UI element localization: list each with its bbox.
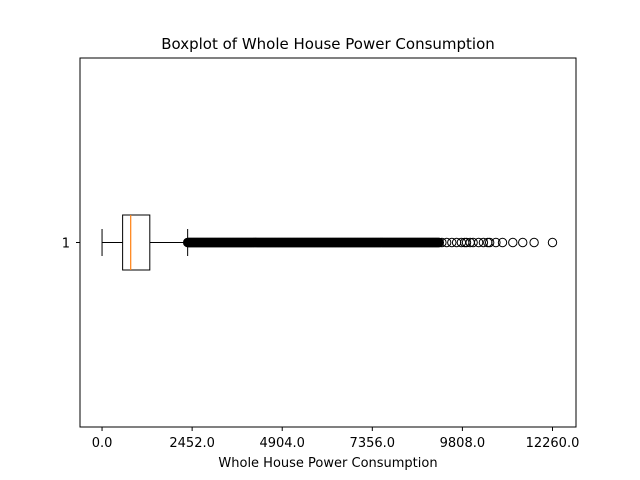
outlier-point — [484, 237, 495, 248]
x-axis-label: Whole House Power Consumption — [218, 456, 437, 471]
outlier-point — [437, 237, 447, 248]
x-tick-label: 9808.0 — [440, 436, 486, 451]
iqr-box — [122, 214, 151, 271]
plot-layer — [101, 214, 558, 271]
outlier-point — [473, 237, 484, 248]
outlier-point — [451, 237, 462, 248]
outlier-point — [491, 237, 501, 248]
outlier-point — [508, 237, 518, 248]
outlier-point — [497, 237, 508, 248]
axes-layer: 0.0 2452.0 4904.0 7356.0 9808.0 12260.0 1 — [62, 237, 580, 452]
outlier-point — [434, 237, 445, 248]
x-tick-label: 7356.0 — [350, 436, 396, 451]
outlier-point — [518, 237, 528, 248]
outlier-point — [468, 237, 478, 248]
y-tick-label: 1 — [62, 237, 70, 252]
x-tick-label: 0.0 — [92, 436, 113, 451]
outlier-point — [547, 237, 558, 248]
x-tick-label: 12260.0 — [526, 436, 580, 451]
outlier-point — [529, 237, 539, 248]
chart-title: Boxplot of Whole House Power Consumption — [161, 35, 495, 53]
outlier-point — [461, 237, 472, 248]
x-tick-label: 2452.0 — [169, 436, 215, 451]
outlier-point — [478, 237, 489, 248]
outlier-point — [441, 237, 452, 248]
outlier-cluster — [182, 237, 445, 248]
x-tick-label: 4904.0 — [259, 436, 305, 451]
outlier-point — [447, 237, 457, 248]
